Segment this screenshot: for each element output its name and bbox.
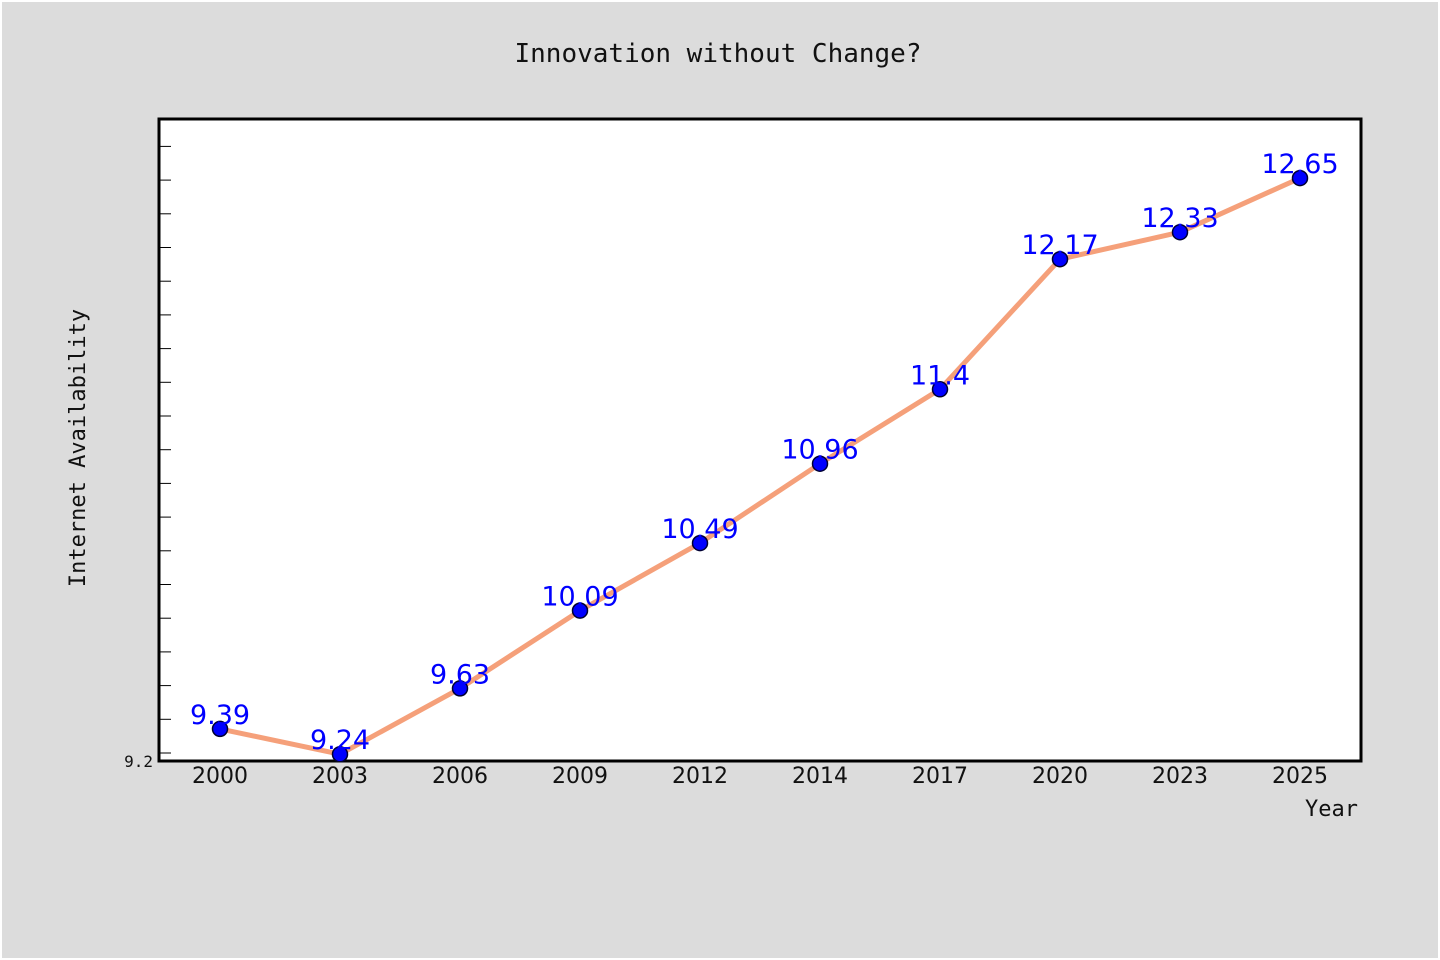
data-label: 10.49: [661, 514, 738, 545]
data-label: 9.24: [310, 725, 370, 756]
y-axis-tick-labels: 9.2: [124, 752, 153, 771]
data-point: [211, 720, 229, 738]
series-markers: [211, 169, 1309, 763]
x-tick-label: 2009: [552, 764, 608, 789]
y-tick-label: 9.2: [124, 752, 153, 771]
x-tick-label: 2014: [792, 764, 848, 789]
x-tick-label: 2025: [1272, 764, 1328, 789]
data-point: [691, 534, 709, 552]
x-axis-tick-labels: 2000 2003 2006 2009 2012 2014 2017 2020 2023 2025: [192, 764, 1328, 789]
series-line: [217, 175, 1303, 757]
x-tick-label: 2000: [192, 764, 248, 789]
x-axis-label: Year: [1305, 797, 1358, 822]
data-point: [1291, 169, 1309, 187]
data-point: [571, 602, 589, 619]
data-point: [451, 680, 469, 697]
data-label: 9.63: [430, 659, 490, 690]
data-label: 11.4: [910, 360, 970, 391]
y-axis-label: Internet Availability: [66, 309, 91, 587]
data-labels: 9.39 9.24 9.63 10.09 10.49 10.96 11.4 12.17 12.3…: [190, 149, 1339, 756]
data-point: [1051, 250, 1069, 268]
data-label: 10.96: [781, 435, 858, 466]
data-label: 9.39: [190, 700, 250, 731]
x-tick-label: 2023: [1152, 764, 1208, 789]
data-point: [1171, 223, 1189, 241]
data-point: [331, 745, 349, 763]
chart-title: Innovation without Change?: [515, 39, 922, 69]
plot-area: [157, 117, 1363, 763]
x-tick-label: 2012: [672, 764, 728, 789]
data-label: 10.09: [541, 582, 618, 613]
x-tick-label: 2017: [912, 764, 968, 789]
y-axis-ticks: [159, 145, 171, 754]
data-label: 12.17: [1021, 230, 1098, 261]
data-label: 12.65: [1261, 149, 1338, 180]
data-point: [811, 455, 829, 472]
x-tick-label: 2003: [312, 764, 368, 789]
x-tick-label: 2020: [1032, 764, 1088, 789]
x-tick-label: 2006: [432, 764, 488, 789]
data-label: 12.33: [1141, 203, 1218, 234]
data-point: [931, 381, 949, 398]
